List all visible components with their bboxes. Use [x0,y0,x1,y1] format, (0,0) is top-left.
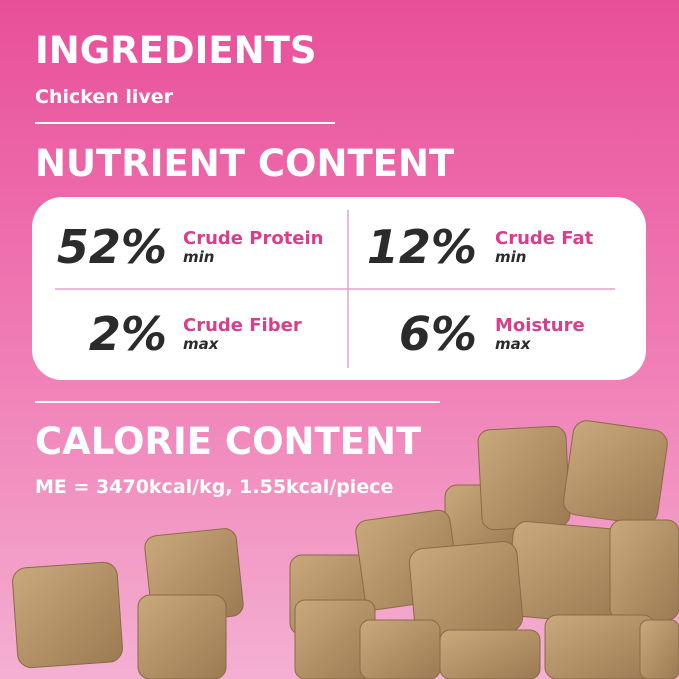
nutrient-qualifier: max [183,335,220,353]
nutrients-title: NUTRIENT CONTENT [35,142,455,185]
food-cubes [12,420,679,679]
nutrient-value: 12% [367,220,477,274]
nutrient-name: Crude Fiber [183,315,302,336]
calories-title: CALORIE CONTENT [35,420,422,463]
ingredients-text: Chicken liver [35,86,174,108]
nutrient-name: Crude Protein [183,228,324,249]
nutrient-value: 52% [57,220,167,274]
ingredients-title: INGREDIENTS [35,29,316,72]
nutrient-qualifier: min [183,248,214,266]
nutrient-qualifier: min [495,248,526,266]
nutrient-value: 6% [399,307,477,361]
calories-text: ME = 3470kcal/kg, 1.55kcal/piece [35,476,393,498]
nutrient-value: 2% [89,307,167,361]
nutrient-qualifier: max [495,335,532,353]
nutrient-name: Moisture [495,315,585,336]
nutrient-name: Crude Fat [495,228,594,249]
